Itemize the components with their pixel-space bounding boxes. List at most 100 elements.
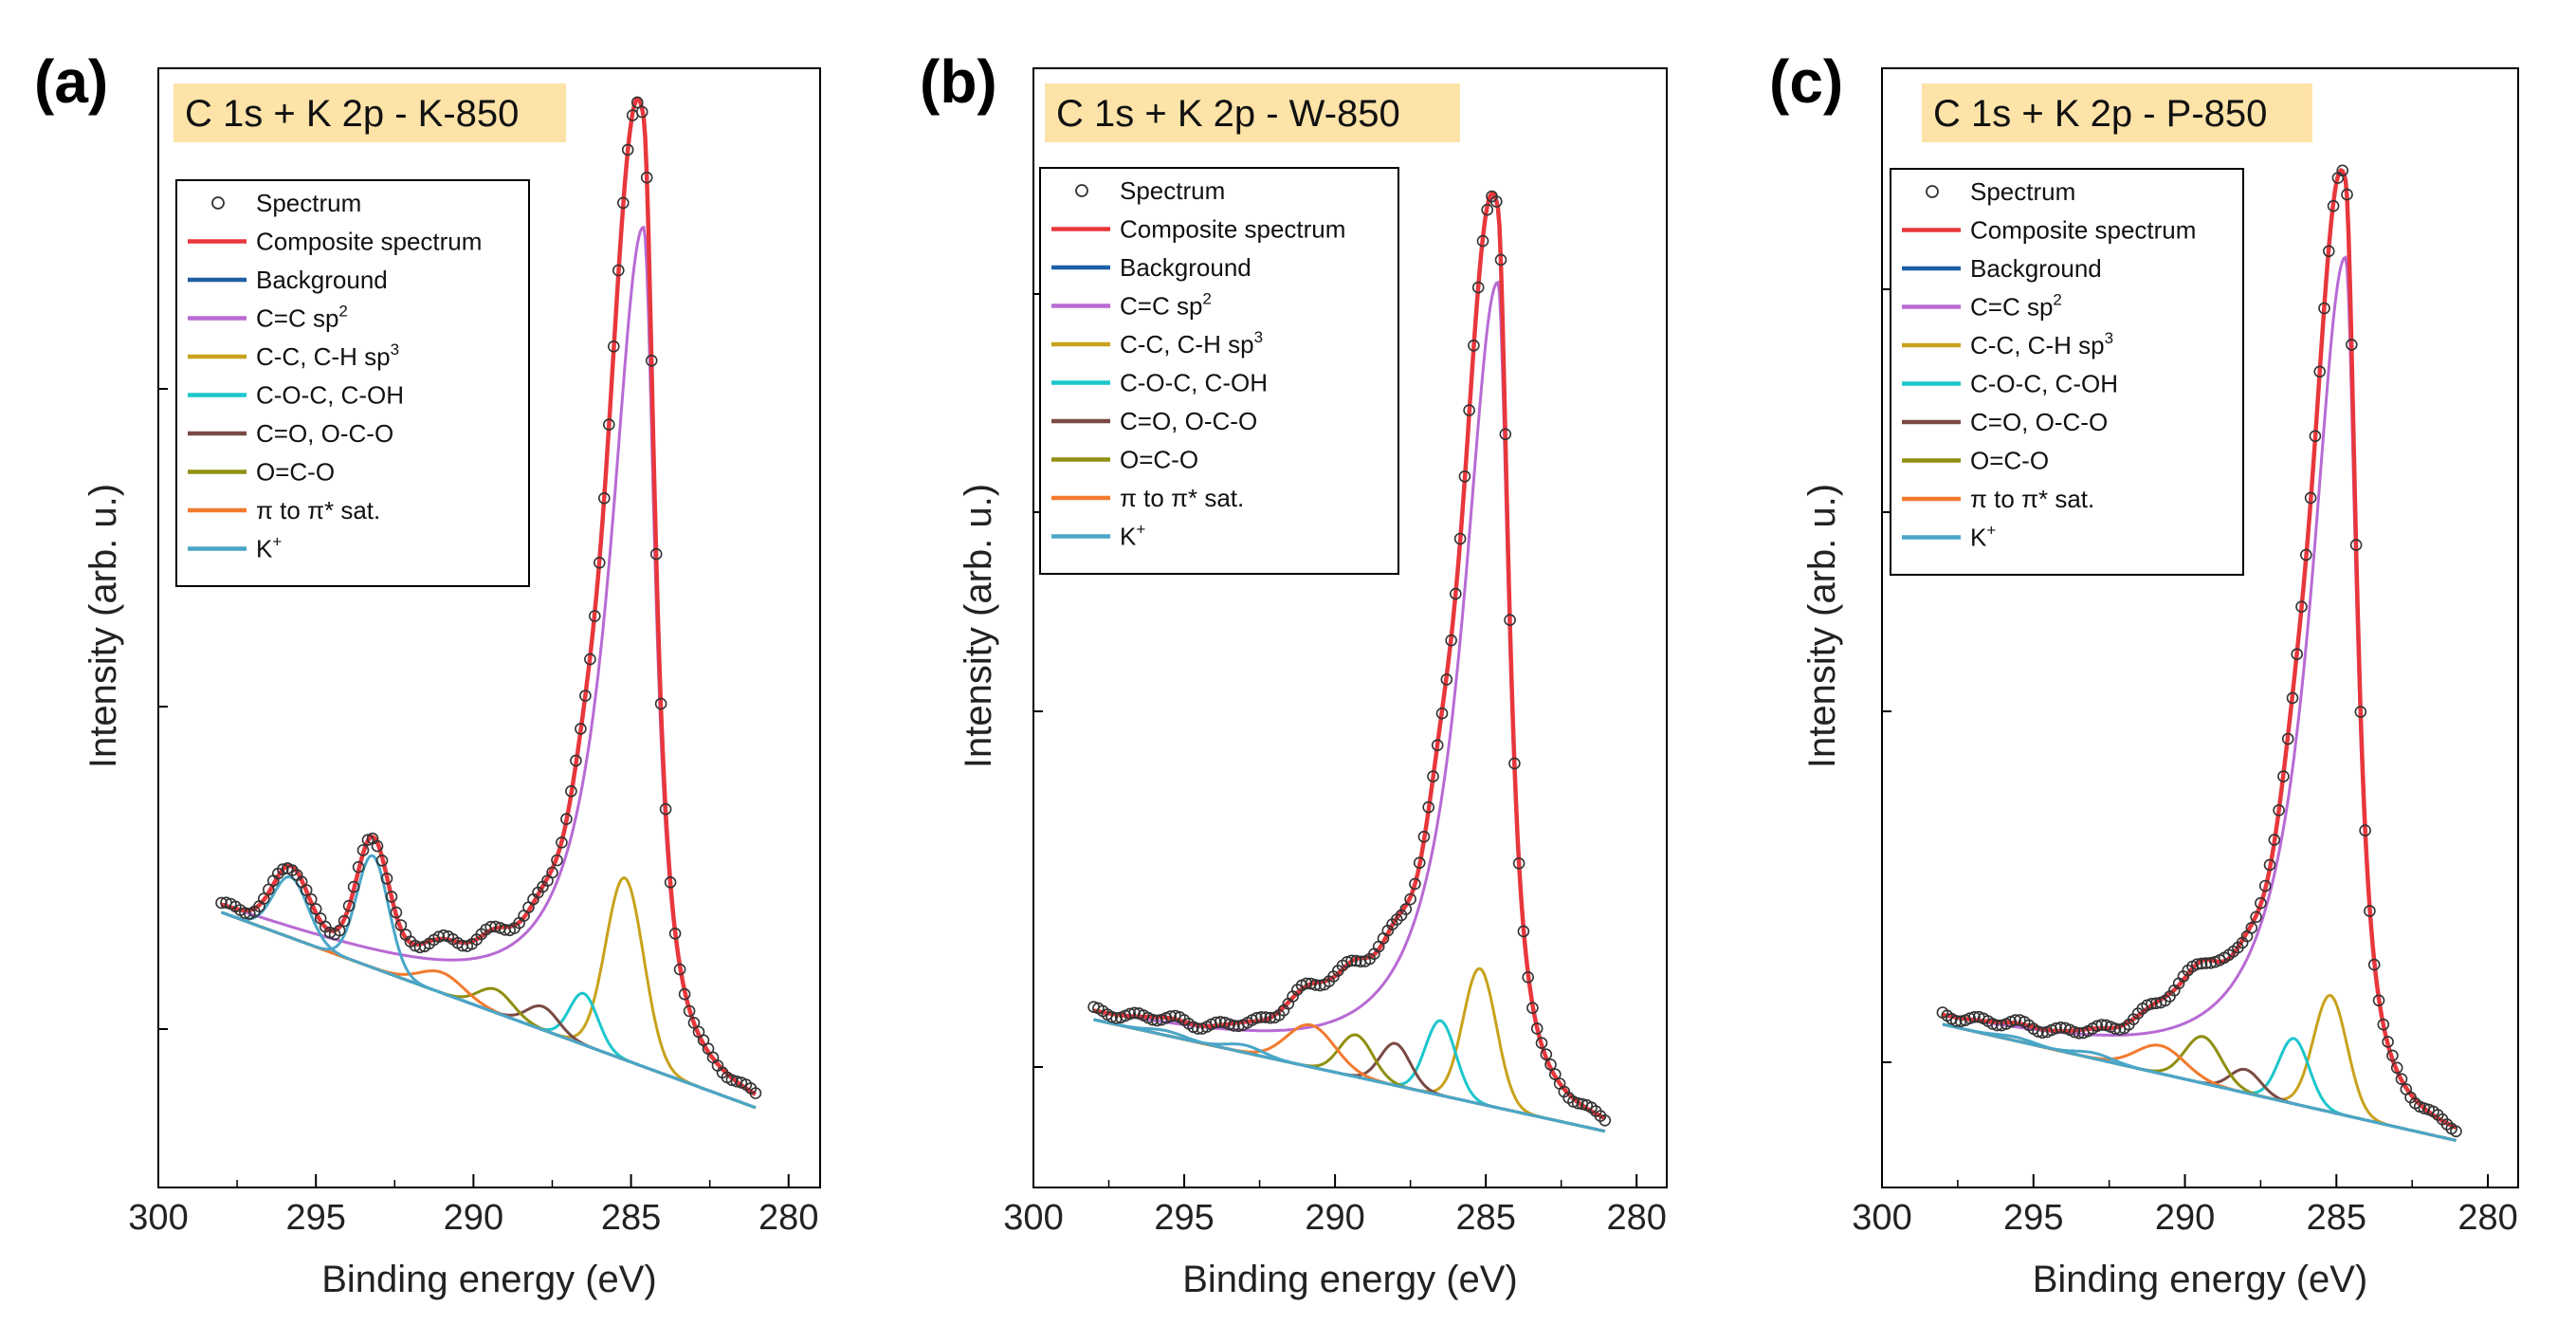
legend-box — [1890, 168, 2244, 576]
legend-label-o-c-o: O=C-O — [1120, 446, 1198, 474]
spectrum-point — [2146, 998, 2158, 1010]
spectrum-point — [673, 963, 686, 976]
spectrum-point — [1427, 770, 1439, 782]
spectrum-point — [1499, 428, 1512, 441]
spectrum-point — [333, 924, 346, 937]
legend-label-c-c-sp2: C=C sp2 — [1970, 291, 2062, 322]
spectrum-point — [1522, 971, 1534, 984]
spectrum-point — [1409, 877, 1421, 891]
plot-frame — [1032, 67, 1668, 1188]
spectrum-point — [432, 930, 446, 944]
legend-label-spectrum: Spectrum — [1120, 176, 1225, 205]
plot-frame — [1881, 67, 2519, 1188]
spectrum-point — [215, 896, 228, 910]
x-tick-label: 300 — [128, 1198, 188, 1238]
x-tick-label: 290 — [1305, 1198, 1364, 1238]
spectrum-point — [1124, 1007, 1137, 1021]
spectrum-point — [2354, 706, 2367, 718]
spectrum-point — [593, 556, 606, 569]
legend-box — [175, 179, 530, 587]
chart-panel-3: 300 295 290 285 280 Binding energy (eV) Intens… — [1769, 47, 2519, 1300]
spectrum-point — [1413, 856, 1426, 870]
spectrum-point — [356, 844, 370, 856]
spectrum-point — [1476, 234, 1489, 248]
legend-superscript: 2 — [1202, 290, 1211, 308]
spectrum-point — [2245, 921, 2258, 934]
spectrum-point — [1210, 1016, 1222, 1029]
spectrum-point — [649, 547, 663, 561]
spectrum-point — [300, 884, 313, 896]
component-k — [1942, 1022, 2457, 1142]
spectrum-point — [575, 723, 587, 735]
spectrum-point — [654, 697, 667, 710]
spectrum-point — [683, 1004, 696, 1018]
spectrum-point — [749, 1087, 762, 1099]
legend-label-pi-to-pi-sat: π to π* sat. — [1120, 484, 1244, 512]
spectrum-point — [645, 354, 658, 367]
legend: Spectrum Composite spectrum Background C=C … — [175, 179, 530, 587]
spectrum-point — [588, 610, 601, 622]
spectrum-point — [659, 802, 672, 816]
spectrum-point — [2009, 1014, 2021, 1026]
x-tick-label: 290 — [444, 1198, 503, 1238]
spectrum-point — [2200, 957, 2213, 969]
spectrum-point — [2255, 896, 2267, 910]
spectrum-point — [1254, 1011, 1268, 1023]
spectrum-point — [630, 96, 644, 109]
chart-title: C 1s + K 2p - W-850 — [1056, 93, 1400, 135]
legend-label-background: Background — [1970, 254, 2102, 283]
spectrum-point — [2277, 770, 2290, 782]
legend-label-background: Background — [1120, 253, 1251, 282]
spectrum-point — [2091, 1020, 2104, 1033]
legend-superscript: 3 — [1254, 328, 1263, 346]
spectrum-point — [257, 893, 270, 905]
component-k — [1093, 1018, 1606, 1133]
legend-label-c-o-c-c-oh: C-O-C, C-OH — [1970, 370, 2118, 398]
spectrum-point — [1422, 801, 1434, 814]
spectrum-point — [1345, 954, 1358, 967]
plot-area — [1936, 164, 2462, 1142]
spectrum-point — [2372, 994, 2385, 1007]
spectrum-points — [1087, 190, 1612, 1127]
x-tick-label: 285 — [1455, 1198, 1515, 1238]
spectrum-point — [342, 899, 356, 912]
component-k — [220, 874, 757, 1110]
spectrum-point — [1991, 1019, 2003, 1032]
spectrum-point — [1404, 893, 1416, 906]
x-tick-label: 295 — [2003, 1198, 2063, 1238]
legend-superscript: + — [1986, 522, 1996, 540]
spectrum-point — [621, 143, 634, 156]
component-c-c-c-h-sp3 — [220, 876, 757, 1110]
spectrum-point — [371, 839, 384, 853]
spectrum-point — [570, 754, 582, 767]
spectrum-point — [1445, 634, 1457, 647]
spectrum-point — [1540, 1048, 1553, 1060]
spectrum-point — [1512, 856, 1526, 870]
spectrum-point — [239, 907, 251, 919]
spectrum-point — [1350, 954, 1362, 967]
chart-panel-2: 300 295 290 285 280 Binding energy (eV) Intens… — [920, 47, 1668, 1300]
legend-label-pi-to-pi-sat: π to π* sat. — [256, 496, 380, 524]
spectrum-point — [664, 875, 677, 889]
spectrum-point — [2263, 858, 2276, 872]
spectrum-point — [1964, 1012, 1976, 1024]
spectrum-point — [1463, 404, 1475, 416]
legend-box — [1039, 167, 1399, 575]
spectrum-point — [2364, 905, 2376, 917]
spectrum-point — [1549, 1068, 1562, 1080]
spectrum-point — [304, 893, 318, 906]
spectrum-point — [1105, 1010, 1118, 1023]
title-box — [174, 83, 566, 142]
spectrum-point — [361, 834, 375, 846]
spectrum-point — [640, 171, 653, 184]
spectrum-point — [1458, 469, 1471, 483]
spectrum-point — [309, 903, 322, 915]
spectrum-point — [484, 920, 498, 933]
spectrum-point — [1309, 979, 1322, 991]
spectrum-point — [616, 196, 630, 210]
spectrum-points — [1936, 164, 2462, 1138]
x-tick-label: 280 — [1606, 1198, 1666, 1238]
legend-label-c-o-c-c-oh: C-O-C, C-OH — [1120, 369, 1268, 397]
spectrum-point — [347, 880, 360, 893]
